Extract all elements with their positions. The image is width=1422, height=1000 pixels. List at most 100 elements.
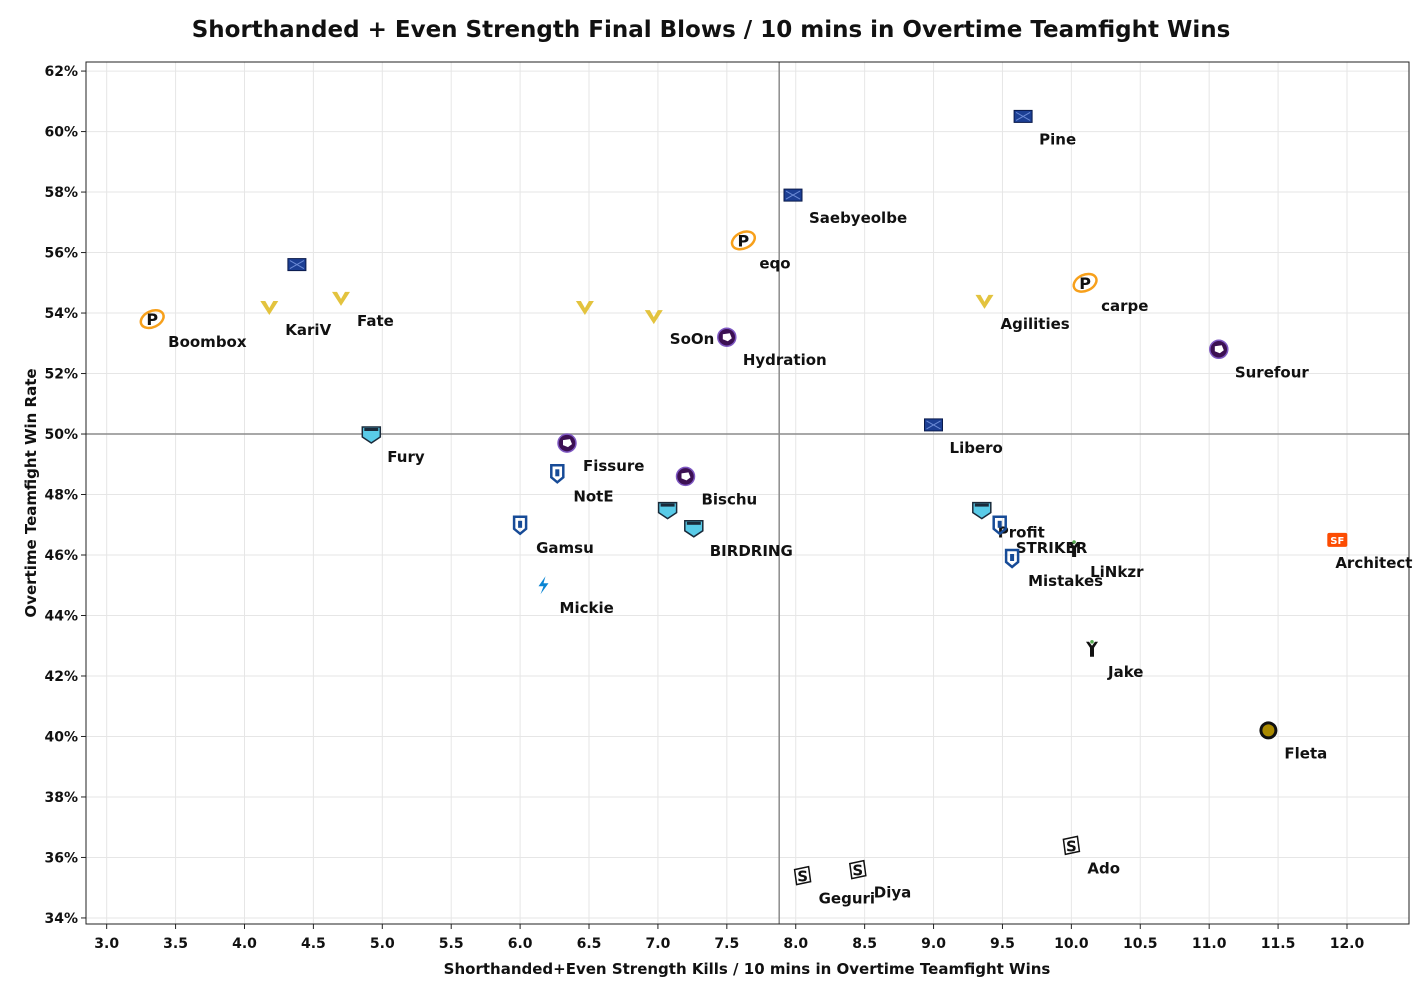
x-tick-label: 4.5 — [301, 936, 326, 952]
uprising-shield-icon — [1004, 548, 1020, 569]
fusion-ring-icon — [730, 230, 757, 251]
x-tick-label: 6.0 — [508, 936, 533, 952]
point-label-jake: Jake — [1107, 663, 1143, 681]
x-axis-label: Shorthanded+Even Strength Kills / 10 min… — [444, 960, 1051, 978]
valiant-wings-icon — [260, 301, 279, 315]
point-label-surefour: Surefour — [1235, 363, 1310, 381]
gladiators-lion-icon — [722, 333, 732, 342]
hunters-s-icon: S — [852, 862, 863, 880]
y-tick-label: 54% — [44, 306, 78, 322]
x-tick-label: 7.0 — [646, 936, 671, 952]
point-label-birdring: BIRDRING — [710, 542, 793, 560]
y-axis-label: Overtime Teamfight Win Rate — [22, 368, 40, 617]
spitfire-band-icon — [974, 503, 989, 507]
data-point-saebyeolbe — [783, 188, 803, 202]
gladiators-lion-icon — [1214, 345, 1224, 354]
data-point-gamsu — [512, 515, 528, 536]
data-point-striker — [992, 515, 1007, 536]
hunters-logo-icon — [1062, 835, 1081, 856]
y-tick-label: 38% — [44, 790, 78, 806]
data-point-soon — [644, 310, 663, 325]
titans-cross-icon — [1015, 111, 1031, 121]
outlaws-dot-icon — [1090, 640, 1094, 644]
y-tick-label: 50% — [44, 427, 78, 443]
data-point-ado: S — [1062, 835, 1081, 856]
y-axis-ticks: 34% 36% 38% 40% 42% 44% 46% 48% 50% 52% 54% 56% 58% 6… — [44, 64, 86, 927]
point-label-architect: Architect — [1335, 554, 1412, 572]
x-tick-label: 6.5 — [577, 936, 602, 952]
data-point-carpe: P — [1072, 272, 1098, 293]
x-tick-label: 9.5 — [990, 936, 1015, 952]
point-label-fury: Fury — [387, 448, 425, 466]
data-point-bischu — [675, 466, 696, 487]
uprising-shield-icon — [992, 515, 1007, 536]
uprising-bar-icon — [1010, 554, 1015, 561]
x-tick-label: 3.5 — [163, 936, 188, 952]
hunters-logo-icon — [848, 859, 867, 880]
data-point-birdring — [684, 520, 704, 538]
spitfire-band-icon — [364, 428, 379, 431]
shock-sf-icon: SF — [1330, 536, 1344, 547]
data-point-unlabeled-18 — [657, 501, 678, 520]
data-point-jake — [1086, 640, 1098, 657]
point-label-gamsu: Gamsu — [536, 539, 594, 557]
uprising-bar-icon — [997, 520, 1002, 528]
point-label-bischu: Bischu — [701, 490, 757, 508]
y-tick-label: 42% — [44, 669, 78, 685]
point-label-mistakes: Mistakes — [1028, 572, 1103, 590]
outlaws-dot-icon — [1072, 540, 1076, 544]
y-tick-label: 58% — [44, 185, 78, 201]
data-point-eqo: P — [730, 230, 757, 251]
point-label-profit: Profit — [998, 524, 1045, 542]
valiant-wings-icon — [575, 301, 594, 315]
x-tick-label: 11.5 — [1261, 936, 1296, 952]
point-label-geguri: Geguri — [819, 890, 875, 908]
data-point-linkzr — [1068, 540, 1081, 557]
fusion-p-icon: P — [738, 231, 750, 250]
x-axis-ticks: 3.0 3.5 4.0 4.5 5.0 5.5 6.0 6.5 7.0 7.5 8.0 8.5 9.0 9… — [94, 924, 1365, 952]
x-tick-label: 9.0 — [921, 936, 946, 952]
data-point-fury — [361, 426, 382, 444]
point-label-fleta: Fleta — [1284, 744, 1327, 762]
data-point-architect: SF — [1327, 532, 1348, 547]
data-point-boombox: P — [139, 309, 165, 330]
uprising-bar-icon — [518, 520, 523, 528]
data-point-mickie — [538, 576, 549, 595]
point-label-hydration: Hydration — [743, 351, 827, 369]
data-point-diya: S — [848, 859, 867, 880]
x-tick-label: 3.0 — [94, 936, 119, 952]
data-point-mistakes — [1004, 548, 1020, 569]
spitfire-band-icon — [686, 521, 701, 525]
data-point-kariv — [260, 301, 279, 315]
y-tick-label: 48% — [44, 488, 78, 504]
y-tick-label: 56% — [44, 246, 78, 262]
data-point-note — [550, 464, 565, 484]
plot-area — [85, 61, 1410, 925]
data-point-profit — [972, 501, 992, 520]
x-tick-label: 8.0 — [783, 936, 808, 952]
point-label-linkzr: LiNkzr — [1090, 563, 1144, 581]
data-point-pine — [1013, 109, 1033, 123]
data-point-unlabeled-7 — [575, 301, 594, 315]
point-label-soon: SoOn — [670, 330, 715, 348]
titans-cross-icon — [289, 260, 305, 270]
y-tick-label: 44% — [44, 608, 78, 624]
point-label-pine: Pine — [1039, 130, 1076, 148]
fusion-ring-icon — [139, 309, 165, 330]
x-tick-label: 11.0 — [1192, 936, 1227, 952]
point-label-boombox: Boombox — [168, 333, 247, 351]
shock-logo-icon — [1327, 532, 1348, 547]
point-label-note: NotE — [573, 487, 613, 505]
point-label-mickie: Mickie — [560, 599, 614, 617]
point-label-diya: Diya — [874, 884, 912, 902]
point-label-kariv: KariV — [285, 321, 331, 339]
data-point-libero — [924, 418, 943, 432]
spitfire-band-icon — [660, 503, 675, 507]
point-label-agilities: Agilities — [1001, 315, 1070, 333]
hunters-s-icon: S — [1066, 837, 1077, 855]
point-label-eqo: eqo — [759, 254, 790, 272]
y-tick-label: 36% — [44, 850, 78, 866]
uprising-shield-icon — [550, 464, 565, 484]
